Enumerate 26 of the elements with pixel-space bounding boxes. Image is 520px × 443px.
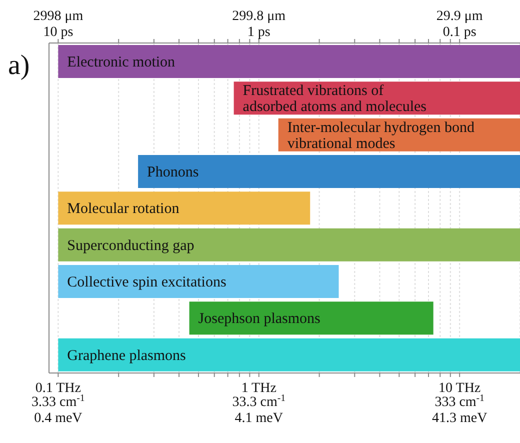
text: 299.8 μm bbox=[232, 9, 286, 24]
bar bbox=[189, 302, 434, 335]
text: 0.4 meV bbox=[34, 411, 82, 426]
y-tick-label: Electronic motion bbox=[67, 54, 176, 70]
y-tick-label: Inter-molecular hydrogen bond vibrational modes bbox=[287, 120, 475, 152]
text: 41.3 meV bbox=[432, 411, 488, 426]
text: 29.9 μm bbox=[436, 9, 483, 24]
y-tick-label: Superconducting gap bbox=[67, 238, 194, 254]
y-tick-label: Josephson plasmons bbox=[198, 311, 321, 328]
text: 1 ps bbox=[247, 25, 270, 40]
text: 2998 μm bbox=[33, 9, 84, 24]
bar bbox=[58, 228, 520, 262]
y-tick-label: Molecular rotation bbox=[67, 201, 180, 218]
text: 10 ps bbox=[43, 25, 74, 40]
y-tick-label: Frustrated vibrations of adsorbed atoms and molecules bbox=[242, 83, 427, 116]
bar bbox=[58, 265, 339, 298]
y-tick-label: Graphene plasmons bbox=[67, 348, 186, 364]
bar bbox=[58, 338, 520, 372]
text: 4.1 meV bbox=[234, 411, 283, 426]
text: a) bbox=[8, 50, 30, 82]
bar bbox=[58, 45, 520, 78]
text: 0.1 ps bbox=[442, 25, 476, 40]
bar bbox=[58, 192, 310, 225]
y-tick-label: Collective spin excitations bbox=[67, 274, 226, 290]
y-tick-label: Phonons bbox=[147, 164, 199, 180]
bar bbox=[138, 155, 520, 188]
